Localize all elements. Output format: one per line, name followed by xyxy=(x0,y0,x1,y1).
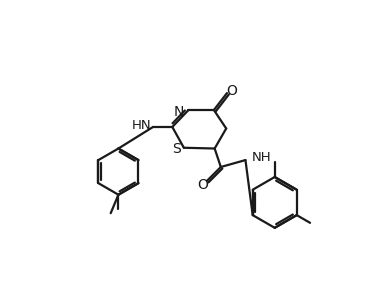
Text: HN: HN xyxy=(132,119,152,132)
Text: O: O xyxy=(226,84,237,98)
Text: S: S xyxy=(172,142,181,156)
Text: NH: NH xyxy=(252,151,271,164)
Text: N: N xyxy=(174,105,184,119)
Text: O: O xyxy=(198,178,208,192)
